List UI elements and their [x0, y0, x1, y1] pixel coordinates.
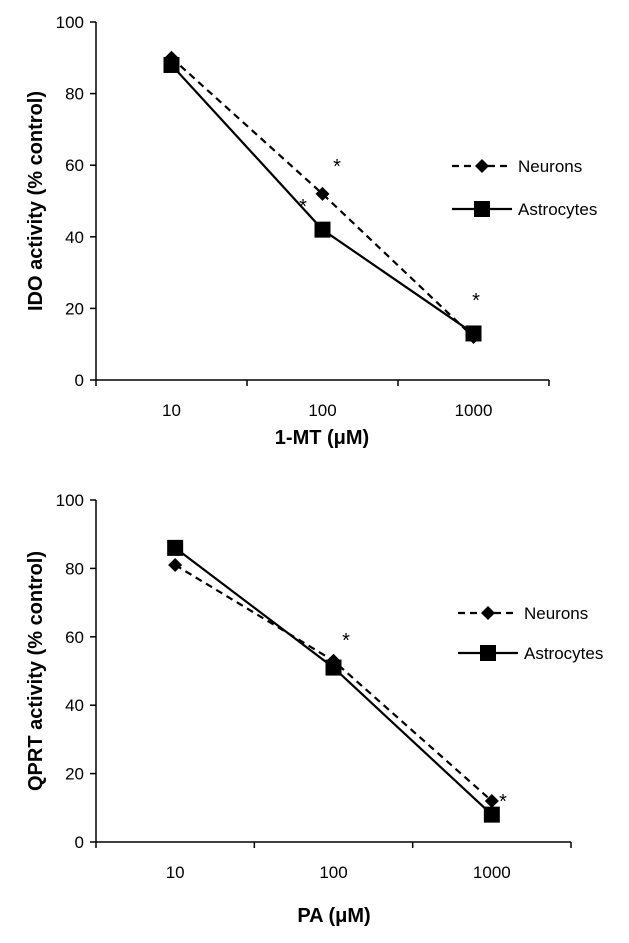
- series-line-astrocytes: [174, 547, 493, 816]
- data-point-astrocytes: [167, 539, 184, 556]
- ido-chart: IDO activity (% control) 1-MT (μM) Neuro…: [25, 13, 597, 449]
- data-point-astrocytes: [465, 325, 482, 342]
- y-axis-title: IDO activity (% control): [25, 91, 47, 311]
- x-axis-title: PA (μM): [297, 905, 370, 927]
- x-tick-label: 100: [319, 863, 347, 882]
- y-tick-label: 40: [65, 696, 84, 715]
- series-line-neurons: [170, 56, 475, 338]
- data-point-astrocytes: [325, 659, 342, 676]
- y-tick-label: 0: [75, 371, 84, 390]
- y-tick-label: 60: [65, 628, 84, 647]
- x-axis-title: 1-MT (μM): [275, 427, 369, 449]
- data-point-neurons: [484, 793, 499, 808]
- data-point-neurons: [315, 186, 330, 201]
- significance-star: *: [472, 290, 480, 312]
- data-point-astrocytes: [314, 221, 331, 238]
- data-point-astrocytes: [483, 806, 500, 823]
- x-tick-label: 1000: [455, 401, 493, 420]
- significance-star: *: [299, 196, 307, 218]
- qprt-chart: QPRT activity (% control) PA (μM) Neuron…: [25, 491, 603, 927]
- legend-marker-astrocytes: [474, 201, 490, 217]
- y-tick-label: 20: [65, 765, 84, 784]
- significance-star: *: [333, 156, 341, 178]
- data-point-astrocytes: [163, 56, 180, 73]
- legend-marker-neurons: [481, 606, 495, 620]
- legend-marker-neurons: [475, 159, 489, 173]
- legend-label-astrocytes: Astrocytes: [524, 644, 603, 663]
- significance-star: *: [499, 791, 507, 813]
- data-point-neurons: [168, 557, 183, 572]
- chart-panel-qprt: QPRT activity (% control) PA (μM) Neuron…: [0, 470, 629, 943]
- x-tick-label: 10: [166, 863, 185, 882]
- y-tick-label: 80: [65, 559, 84, 578]
- y-tick-label: 60: [65, 156, 84, 175]
- x-tick-label: 10: [162, 401, 181, 420]
- significance-star: *: [342, 630, 350, 652]
- x-tick-label: 100: [308, 401, 336, 420]
- legend-marker-astrocytes: [480, 645, 496, 661]
- y-axis-title: QPRT activity (% control): [25, 551, 47, 791]
- y-tick-label: 40: [65, 228, 84, 247]
- x-tick-label: 1000: [473, 863, 511, 882]
- y-tick-label: 0: [75, 833, 84, 852]
- legend-label-astrocytes: Astrocytes: [518, 200, 597, 219]
- legend-label-neurons: Neurons: [524, 604, 588, 623]
- y-tick-label: 100: [56, 13, 84, 32]
- y-tick-label: 100: [56, 491, 84, 510]
- y-tick-label: 80: [65, 85, 84, 104]
- chart-panel-ido: IDO activity (% control) 1-MT (μM) Neuro…: [0, 0, 629, 470]
- series-line-neurons: [174, 564, 493, 802]
- legend-label-neurons: Neurons: [518, 157, 582, 176]
- y-tick-label: 20: [65, 299, 84, 318]
